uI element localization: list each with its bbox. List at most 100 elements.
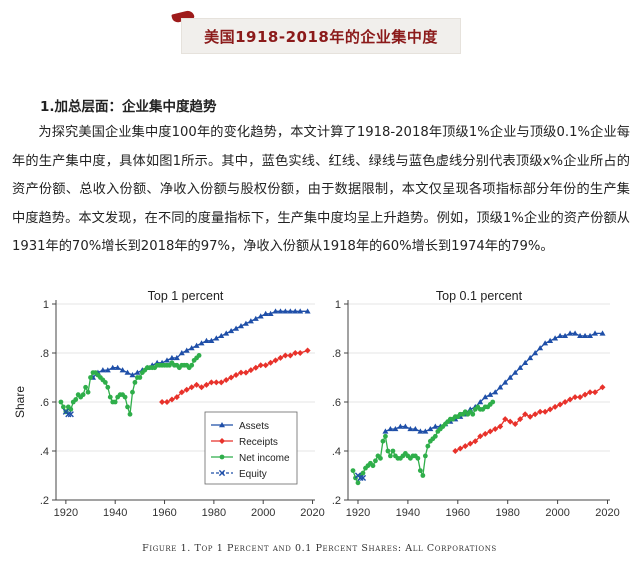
chart-top1-assets-point <box>297 308 304 314</box>
chart-top01-assets-point <box>422 428 429 434</box>
chart-top1-receipts-point <box>233 372 240 379</box>
chart-top1-assets-point <box>134 369 141 375</box>
legend-label-assets: Assets <box>239 421 269 432</box>
chart-top01-assets-point <box>512 369 519 375</box>
chart-top01-assets-point <box>427 425 434 432</box>
chart-top1-receipts-point <box>247 367 254 374</box>
chart-top01-assets-point <box>552 335 559 341</box>
chart-top01-receipts-point <box>547 406 554 413</box>
chart-top01-receipts-point <box>587 389 594 396</box>
chart-top01-x-tick-label: 1960 <box>446 507 470 519</box>
legend-receipts-point <box>219 438 225 444</box>
chart-top1-net-income-point <box>127 411 133 417</box>
chart-top01-receipts-point <box>572 394 579 401</box>
chart-top01-assets-point <box>517 364 524 370</box>
chart-top1-net-income-point <box>122 394 128 400</box>
chart-top1-receipts-point <box>223 376 230 383</box>
chart-top1-receipts-point <box>287 352 294 359</box>
chart-top01-net-income-point <box>355 480 361 486</box>
chart-top1-net-income-point <box>105 384 111 390</box>
chart-top01-receipts-point <box>482 430 489 437</box>
chart-top1-net-income-point <box>61 404 66 410</box>
chart-top01-x-tick-label: 2020 <box>595 507 619 519</box>
chart-top01-assets-point <box>502 379 509 385</box>
chart-top1-x-tick-label: 2020 <box>300 507 324 519</box>
chart-top01-assets-point <box>557 332 564 339</box>
chart-top01-y-tick-label: .8 <box>332 348 341 360</box>
chart-top01-assets-point <box>392 425 399 432</box>
chart-top01-assets-point <box>599 330 606 336</box>
chart-top1-net-income-point <box>107 394 113 400</box>
chart-top01-receipts-point <box>497 423 504 430</box>
chart-top1-receipts-point <box>188 384 195 391</box>
title-box: 美国1918-2018年的企业集中度 <box>181 18 461 54</box>
chart-top01-receipts-point <box>567 396 574 403</box>
chart-top1-assets-point <box>242 320 249 326</box>
chart-top1-equity-point <box>65 411 72 418</box>
chart-top1-assets-point <box>104 367 111 373</box>
chart-top01-receipts-point <box>467 440 474 447</box>
chart-top1-x-tick-label: 2000 <box>251 507 275 519</box>
chart-top01-assets-point <box>532 350 539 356</box>
chart-top01-x-tick-label: 2000 <box>545 507 569 519</box>
chart-top01-assets-point <box>487 391 494 397</box>
chart-top01-receipts-point <box>537 408 544 415</box>
chart-top01-receipts-point <box>462 443 469 450</box>
chart-top1-x-tick-label: 1980 <box>202 507 226 519</box>
chart-top01-receipts-point <box>557 401 564 408</box>
chart-top1-receipts-point <box>183 386 190 393</box>
chart-top01-y-tick-label: .6 <box>332 397 341 409</box>
chart-top01-net-income-point <box>383 433 388 439</box>
chart-top1-assets-point <box>164 357 170 363</box>
legend-assets-point <box>219 422 225 428</box>
chart-top1-receipts-point <box>262 362 269 369</box>
chart-top01-x-tick-label: 1940 <box>396 507 420 519</box>
chart-top01-assets-point <box>562 332 569 339</box>
chart-top01-receipts-point <box>517 416 524 423</box>
chart-top1-net-income-point <box>80 392 86 398</box>
chart-top01-assets-point <box>577 332 584 339</box>
chart-top1-y-tick-label: 1 <box>43 299 49 311</box>
chart-top01-receipts-point <box>457 445 464 452</box>
chart-top1-receipts-point <box>257 362 264 369</box>
chart-top01-net-income-point <box>490 399 496 405</box>
chart-top01-net-income-point <box>415 455 421 461</box>
chart-top1-receipts-point <box>213 379 220 386</box>
chart-top01-assets-point <box>537 345 544 351</box>
chart-top01-assets-point <box>492 389 499 395</box>
chart-top1-assets-point <box>124 369 131 375</box>
chart-top1-assets-point <box>282 308 289 314</box>
legend-equity-point <box>218 469 226 477</box>
chart-top1-assets-point <box>173 354 180 361</box>
chart-top01-x-tick-label: 1980 <box>495 507 519 519</box>
chart-top1-receipts-point <box>164 399 170 405</box>
chart-top01-assets-point <box>507 374 514 380</box>
chart-top01-y-tick-label: 1 <box>335 299 341 311</box>
chart-top1-assets-point <box>238 323 244 329</box>
chart-top1-net-income-point <box>58 399 64 405</box>
chart-top01-receipts-point <box>592 389 599 396</box>
chart-top01-title: Top 0.1 percent <box>436 289 523 303</box>
chart-top1-receipts-point <box>242 369 249 376</box>
chart-top1-assets-point <box>233 325 240 331</box>
chart-top01-net-income-point <box>417 468 423 473</box>
chart-top01-receipts-point <box>522 411 529 418</box>
chart-top1-net-income-point <box>125 404 130 410</box>
chart-top1-assets-point <box>218 332 225 339</box>
chart-top1-net-income-point <box>130 389 135 395</box>
chart-top01-assets-point <box>587 332 594 339</box>
chart-top01-assets-point <box>522 359 529 365</box>
chart-top1-assets-point <box>109 364 116 370</box>
chart-top01-net-income-point <box>378 455 383 461</box>
chart-top01-assets-point <box>407 425 414 432</box>
chart-top1-receipts-point <box>218 379 225 386</box>
chart-top01-net-income-point <box>370 463 376 469</box>
chart-top1-receipts-point <box>282 352 289 359</box>
chart-top01-assets-point <box>572 330 579 336</box>
chart-top1-net-income-point <box>112 399 118 405</box>
chart-top01-receipts-point <box>542 408 549 415</box>
chart-top01-assets-point <box>497 384 504 390</box>
chart-top1-net-income-point <box>68 406 74 412</box>
chart-top1-receipts-point <box>159 399 166 405</box>
chart-top01-y-tick-label: .4 <box>332 446 341 458</box>
